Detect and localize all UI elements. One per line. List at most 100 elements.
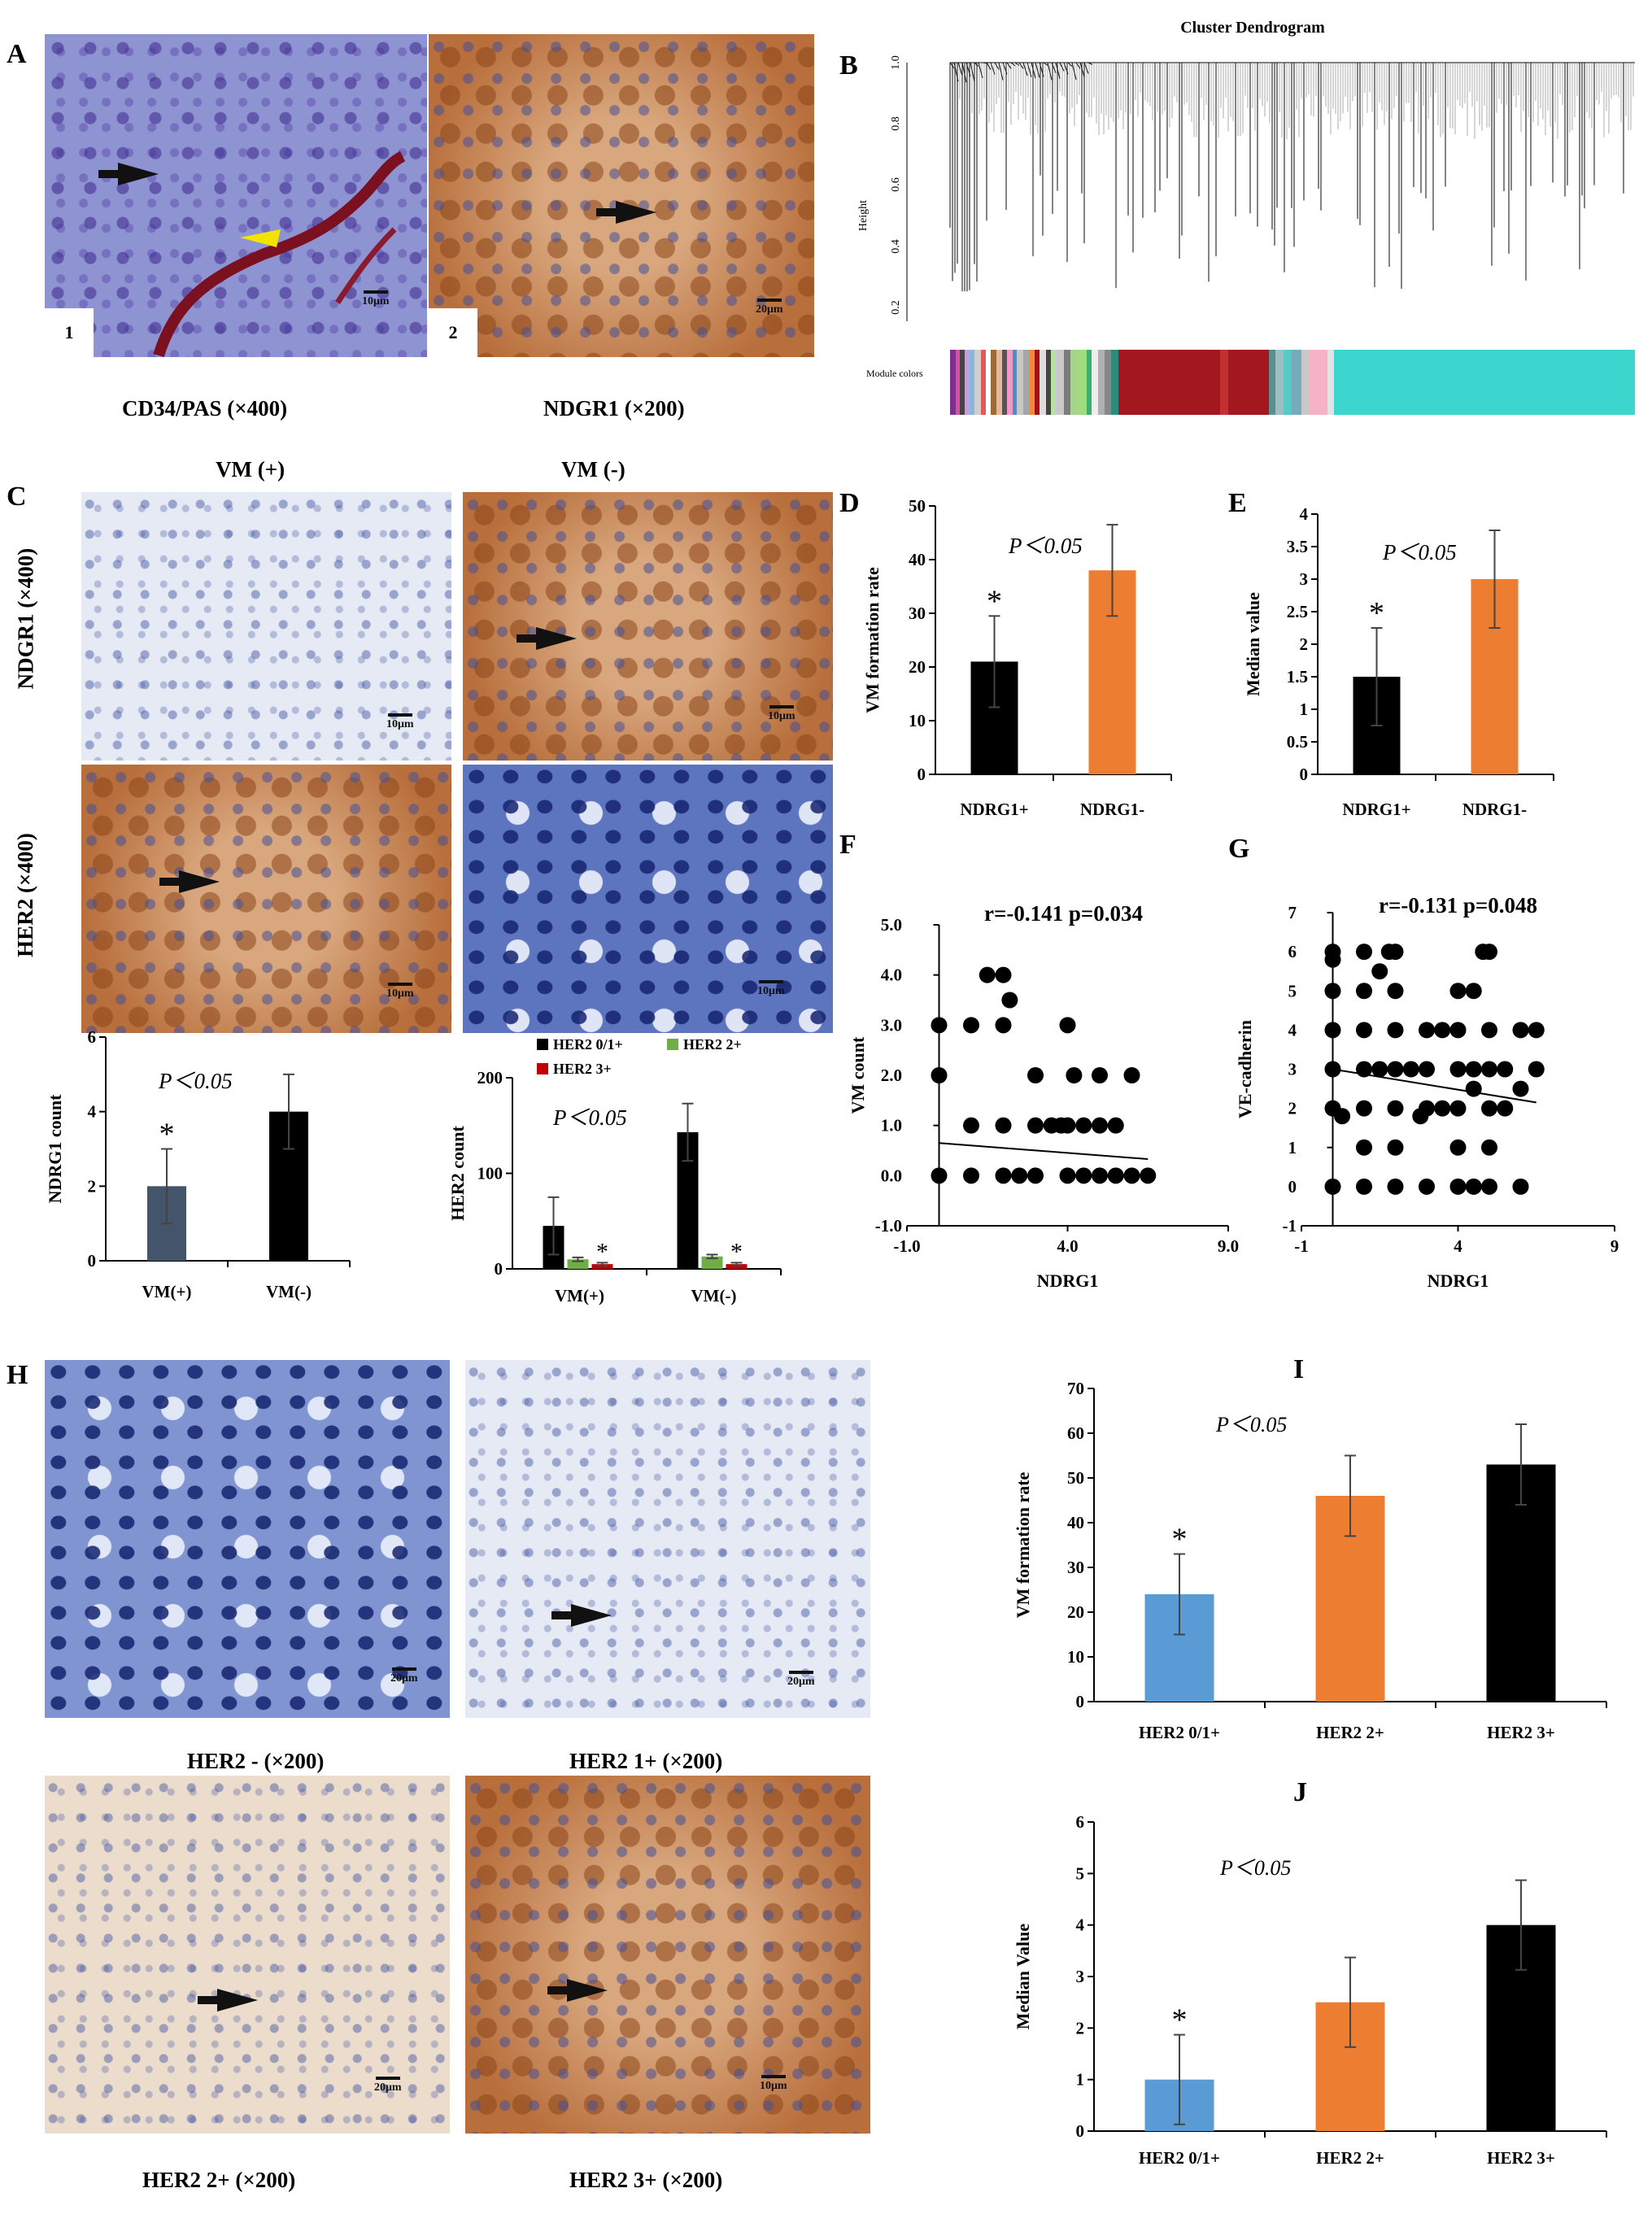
bar bbox=[701, 1256, 723, 1269]
arrow-icon bbox=[179, 870, 220, 893]
caption-her2-1plus: HER2 1+ (×200) bbox=[569, 1749, 723, 1773]
scatter-point bbox=[979, 966, 996, 983]
scatter-point bbox=[995, 1167, 1012, 1184]
scale-bar: 10μm bbox=[386, 983, 414, 1000]
scatter-point bbox=[995, 1017, 1012, 1034]
x-category-label: HER2 3+ bbox=[1487, 2148, 1555, 2168]
legend-swatch bbox=[537, 1039, 548, 1050]
y-tick-label: 5 bbox=[1288, 981, 1297, 1000]
scatter-point bbox=[1497, 1100, 1514, 1117]
chart-median-her2: 0 1 2 3 4 5 6 HER2 0/1+ HER2 2+ HER2 3+ * P＜0.05 Med… bbox=[1013, 1812, 1607, 2168]
scatter-point bbox=[963, 1167, 979, 1184]
arrow-icon bbox=[567, 1979, 608, 2002]
scatter-point bbox=[1356, 1139, 1372, 1156]
y-tick-label: -1 bbox=[1283, 1216, 1297, 1236]
scale-bar: 10μm bbox=[386, 713, 414, 731]
y-axis-label: Median Value bbox=[1013, 1924, 1033, 2029]
y-tick-label: 2.5 bbox=[1287, 602, 1308, 621]
x-category-label: NDRG1- bbox=[1080, 800, 1144, 819]
x-category-label: NDRG1- bbox=[1462, 800, 1527, 819]
x-tick-label: 4.0 bbox=[1057, 1236, 1078, 1256]
scatter-point bbox=[1123, 1067, 1140, 1083]
y-tick-label: 1.5 bbox=[1287, 667, 1308, 687]
y-tick-label: 2 bbox=[88, 1176, 97, 1196]
scatter-point bbox=[1356, 1178, 1372, 1195]
panel-label-g: G bbox=[1228, 834, 1250, 864]
scatter-point bbox=[1465, 1080, 1482, 1097]
scatter-point bbox=[1356, 983, 1372, 1000]
y-tick-label: 0 bbox=[1076, 2121, 1085, 2141]
panel-label-a: A bbox=[7, 39, 27, 69]
y-tick-label: 6 bbox=[1288, 942, 1297, 961]
scatter-point bbox=[1027, 1067, 1044, 1083]
y-tick-label: 0 bbox=[1288, 1177, 1297, 1196]
caption-her2-negative: HER2 - (×200) bbox=[187, 1749, 325, 1773]
scatter-point bbox=[1419, 1061, 1435, 1078]
scatter-point bbox=[1481, 1100, 1497, 1117]
p-value-annotation: P＜0.05 bbox=[1008, 534, 1083, 558]
scale-bar: 10μm bbox=[768, 705, 795, 723]
scatter-point bbox=[1465, 1178, 1482, 1195]
y-tick-label: 3.0 bbox=[881, 1015, 902, 1035]
scatter-point bbox=[1434, 1022, 1451, 1039]
legend-label: HER2 0/1+ bbox=[553, 1036, 623, 1053]
scatter-point bbox=[1324, 951, 1341, 968]
micrograph-her2-1plus: 20μm bbox=[465, 1360, 870, 1718]
x-category-label: HER2 3+ bbox=[1487, 1723, 1555, 1742]
y-tick-label: 0.5 bbox=[1287, 732, 1308, 752]
scatter-point bbox=[1324, 983, 1341, 1000]
scatter-point bbox=[1481, 1061, 1497, 1078]
y-tick-label: 3 bbox=[1288, 1060, 1297, 1079]
scatter-point bbox=[931, 1067, 948, 1083]
y-axis-label: VM formation rate bbox=[862, 567, 883, 713]
svg-text:0.6: 0.6 bbox=[890, 177, 902, 192]
panel-number-1: 1 bbox=[45, 308, 94, 357]
module-color-strip bbox=[950, 350, 1635, 415]
scatter-point bbox=[931, 1017, 948, 1034]
scatter-point bbox=[1059, 1167, 1076, 1184]
scatter-point bbox=[1092, 1117, 1108, 1134]
bar bbox=[726, 1264, 748, 1269]
y-tick-label: 4 bbox=[1300, 504, 1309, 524]
scatter-point bbox=[1011, 1167, 1028, 1184]
scatter-point bbox=[1419, 1178, 1435, 1195]
panel-label-b: B bbox=[839, 50, 858, 81]
scatter-point bbox=[1075, 1167, 1092, 1184]
scatter-point bbox=[1528, 1022, 1545, 1039]
svg-text:0.4: 0.4 bbox=[890, 239, 902, 254]
panel-number-2: 2 bbox=[429, 308, 477, 357]
y-tick-label: 30 bbox=[1067, 1558, 1084, 1577]
x-tick-label: -1 bbox=[1294, 1236, 1309, 1256]
legend-swatch bbox=[667, 1039, 678, 1050]
y-tick-label: 20 bbox=[1067, 1602, 1084, 1622]
y-tick-label: 1 bbox=[1300, 700, 1309, 719]
scatter-point bbox=[1475, 944, 1492, 961]
y-tick-label: 3 bbox=[1300, 569, 1309, 589]
scatter-point bbox=[1449, 1178, 1467, 1195]
chart-median-ndrg1: 0 0.5 1 1.5 2 2.5 3 3.5 4 NDRG1+ NDRG1- * P＜0.05 Medi… bbox=[1243, 504, 1554, 819]
scatter-point bbox=[1387, 1061, 1404, 1078]
significance-star: * bbox=[987, 584, 1002, 618]
scatter-point bbox=[1434, 1100, 1451, 1117]
scatter-point bbox=[1107, 1167, 1124, 1184]
module-colors-label: Module colors bbox=[866, 368, 923, 379]
caption-her2-3plus: HER2 3+ (×200) bbox=[569, 2168, 723, 2192]
x-category-label: VM(-) bbox=[266, 1282, 312, 1301]
correlation-annotation: r=-0.141 p=0.034 bbox=[984, 901, 1143, 926]
caption-cd34-pas: CD34/PAS (×400) bbox=[122, 396, 288, 421]
y-tick-label: 40 bbox=[1067, 1513, 1084, 1532]
significance-star: * bbox=[730, 1238, 743, 1265]
panel-label-d: D bbox=[839, 488, 860, 518]
y-tick-label: 4 bbox=[88, 1102, 97, 1122]
svg-text:0.8: 0.8 bbox=[890, 116, 902, 131]
scatter-point bbox=[1412, 1108, 1429, 1125]
scatter-point bbox=[1497, 1061, 1514, 1078]
svg-text:1.0: 1.0 bbox=[890, 55, 902, 70]
x-category-label: NDRG1+ bbox=[960, 800, 1028, 819]
bar bbox=[567, 1259, 589, 1269]
trend-line bbox=[1332, 1068, 1536, 1104]
scatter-point bbox=[1449, 1100, 1467, 1117]
dendrogram-title: Cluster Dendrogram bbox=[1180, 19, 1325, 37]
x-tick-label: 9 bbox=[1611, 1236, 1619, 1256]
scatter-point bbox=[1092, 1167, 1108, 1184]
